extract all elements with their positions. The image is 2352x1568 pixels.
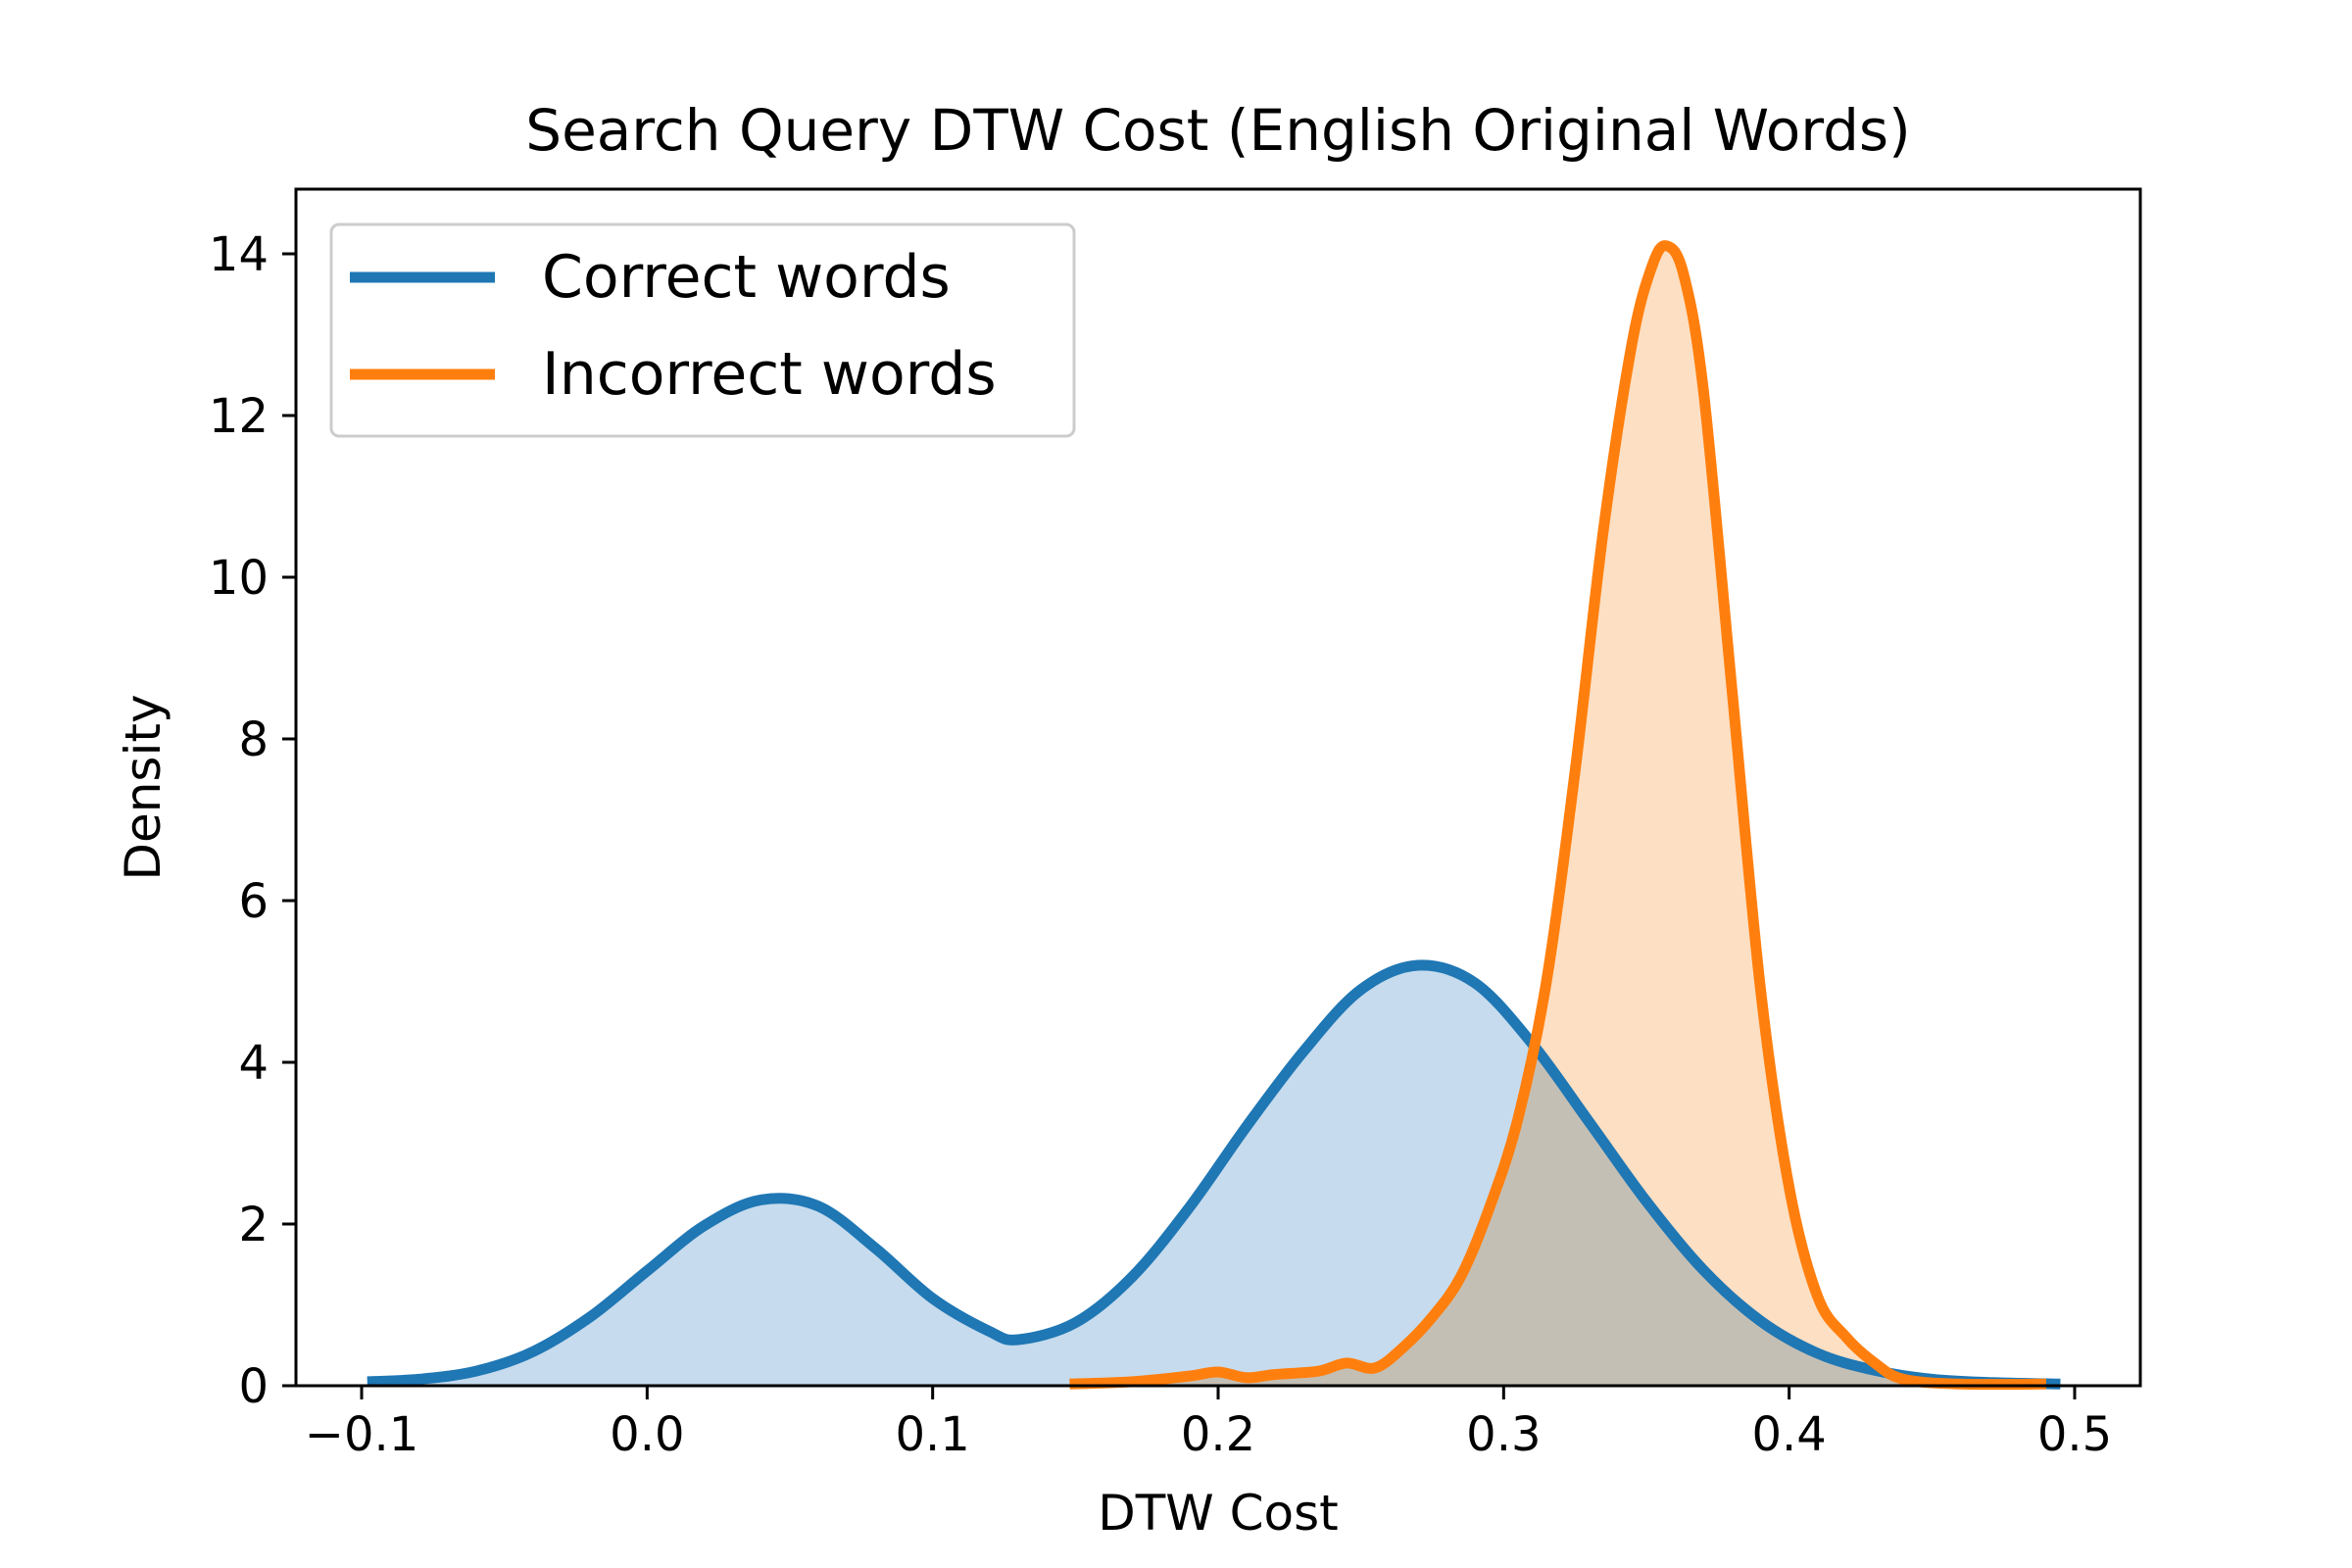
y-axis-ticks: 0 2 4 6 8 10 12 14: [209, 227, 296, 1414]
y-tick-label: 6: [238, 874, 269, 929]
y-tick-label: 14: [209, 227, 269, 282]
y-tick-label: 10: [209, 551, 269, 606]
x-axis-label: DTW Cost: [1098, 1485, 1339, 1542]
legend-label-2: Incorrect words: [542, 340, 997, 409]
x-tick-label: 0.4: [1751, 1407, 1826, 1462]
y-tick-label: 2: [238, 1198, 269, 1252]
chart-title: Search Query DTW Cost (English Original …: [525, 97, 1910, 164]
density-lines: [367, 240, 2061, 1391]
x-tick-label: 0.1: [895, 1407, 969, 1462]
legend-label-1: Correct words: [542, 243, 951, 312]
density-fill-2: [1069, 245, 2046, 1386]
x-tick-label: 0.2: [1181, 1407, 1255, 1462]
y-tick-label: 4: [238, 1036, 269, 1091]
legend-box: [329, 222, 1076, 438]
y-axis-label: Density: [115, 694, 172, 880]
legend: Correct words Incorrect words: [329, 222, 1076, 438]
x-tick-label: −0.1: [305, 1407, 419, 1462]
x-tick-label: 0.0: [610, 1407, 684, 1462]
x-tick-label: 0.5: [2037, 1407, 2112, 1462]
y-tick-label: 8: [238, 712, 269, 767]
density-line-1: [367, 959, 2061, 1390]
x-tick-label: 0.3: [1466, 1407, 1541, 1462]
y-tick-label: 0: [238, 1359, 269, 1414]
x-axis-ticks: −0.1 0.0 0.1 0.2 0.3 0.4 0.5: [305, 1386, 2112, 1462]
y-tick-label: 12: [209, 389, 269, 444]
density-line-2: [1069, 240, 2046, 1391]
